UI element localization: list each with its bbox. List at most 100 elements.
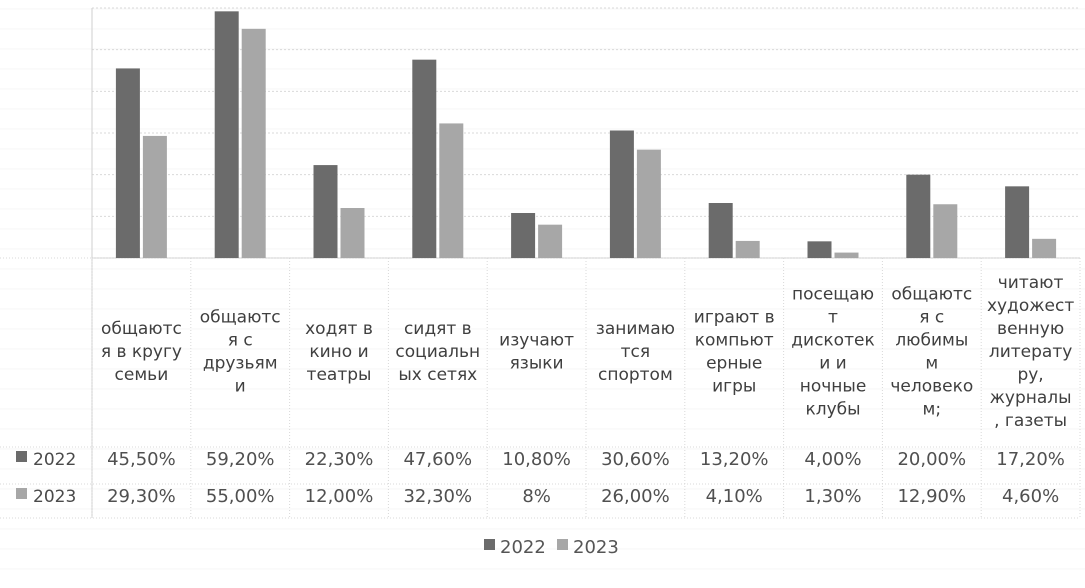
bar-2023-0 bbox=[142, 135, 167, 258]
category-label-line: и bbox=[235, 377, 246, 397]
category-label-line: общаютс bbox=[891, 285, 972, 305]
category-label-line: играют в bbox=[694, 308, 775, 328]
bar-2022-9 bbox=[1005, 186, 1030, 258]
value-cell-2023-0: 29,30% bbox=[107, 486, 176, 507]
category-label-line: литерату bbox=[989, 342, 1072, 362]
series-key-label-2022: 2022 bbox=[33, 450, 76, 470]
value-cell-2022-5: 30,60% bbox=[601, 449, 670, 470]
category-label-line: компьют bbox=[695, 331, 774, 351]
category-label-line: м bbox=[925, 354, 938, 374]
category-label-5: занимаю тся спортом bbox=[596, 319, 675, 385]
value-cell-2023-4: 8% bbox=[522, 486, 551, 507]
category-label-line: театры bbox=[307, 365, 372, 385]
category-label-2: ходят в кино и театры bbox=[305, 319, 373, 385]
category-label-line: спортом bbox=[598, 365, 673, 385]
series-key-swatch-2022 bbox=[16, 451, 27, 462]
category-label-6: играют в компьют ерные игры bbox=[694, 308, 775, 397]
category-label-line: ночные bbox=[800, 377, 867, 397]
value-cell-2022-3: 47,60% bbox=[403, 449, 472, 470]
category-label-line: общаютс bbox=[200, 308, 281, 328]
bar-2022-4 bbox=[511, 213, 536, 258]
bar-2023-4 bbox=[538, 224, 563, 258]
category-label-line: семьи bbox=[115, 365, 169, 385]
bar-2023-5 bbox=[636, 149, 661, 258]
category-label-line: любимы bbox=[895, 331, 968, 351]
category-label-line: я с bbox=[919, 308, 944, 328]
category-label-line: языки bbox=[510, 354, 564, 374]
bars bbox=[115, 11, 1057, 259]
bar-2023-2 bbox=[340, 208, 365, 258]
category-label-3: сидят в социальн ых сетях bbox=[395, 319, 480, 385]
category-label-line: социальн bbox=[395, 342, 480, 362]
category-label-1: общаютс я с друзьям и bbox=[200, 308, 281, 397]
category-label-line: т bbox=[828, 308, 838, 328]
category-label-4: изучают языки bbox=[499, 331, 574, 374]
value-cell-2022-0: 45,50% bbox=[107, 449, 176, 470]
data-table: 2022 45,50% 59,20% 22,30% 47,60% 10,80% 30,60%… bbox=[16, 449, 1065, 507]
value-cell-2022-9: 17,20% bbox=[996, 449, 1065, 470]
legend-label-2023: 2023 bbox=[573, 537, 619, 558]
category-label-line: читают bbox=[998, 273, 1064, 293]
category-label-line: игры bbox=[712, 377, 756, 397]
category-label-line: ходят в bbox=[305, 319, 373, 339]
value-cell-2023-2: 12,00% bbox=[305, 486, 374, 507]
category-label-line: кино и bbox=[309, 342, 368, 362]
value-cell-2022-8: 20,00% bbox=[897, 449, 966, 470]
bar-2022-2 bbox=[313, 165, 338, 258]
bar-2023-6 bbox=[735, 240, 760, 258]
value-cell-2023-3: 32,30% bbox=[403, 486, 472, 507]
category-label-line: занимаю bbox=[596, 319, 675, 339]
value-cell-2023-6: 4,10% bbox=[706, 486, 763, 507]
category-label-line: изучают bbox=[499, 331, 574, 351]
category-label-line: посещаю bbox=[792, 285, 874, 305]
legend-swatch-2023 bbox=[557, 539, 568, 550]
category-label-line: друзьям bbox=[203, 354, 278, 374]
category-label-line: сидят в bbox=[404, 319, 472, 339]
bar-2023-7 bbox=[834, 252, 859, 258]
value-cell-2023-5: 26,00% bbox=[601, 486, 670, 507]
bar-2022-3 bbox=[412, 59, 437, 258]
category-label-line: , газеты bbox=[994, 411, 1067, 431]
category-label-line: ерные bbox=[706, 354, 762, 374]
value-cell-2023-9: 4,60% bbox=[1002, 486, 1059, 507]
category-label-line: клубы bbox=[805, 400, 860, 420]
value-cell-2022-1: 59,20% bbox=[206, 449, 275, 470]
category-label-line: тся bbox=[621, 342, 650, 362]
bar-2023-8 bbox=[933, 204, 958, 258]
category-label-line: венную bbox=[997, 319, 1064, 339]
legend-label-2022: 2022 bbox=[500, 537, 546, 558]
category-label-line: м; bbox=[923, 400, 942, 420]
legend: 2022 2023 bbox=[484, 537, 619, 558]
series-key-swatch-2023 bbox=[16, 488, 27, 499]
category-label-line: дискотек bbox=[791, 331, 874, 351]
bar-2022-5 bbox=[609, 130, 634, 258]
category-label-line: ру, bbox=[1017, 365, 1043, 385]
bar-2023-9 bbox=[1032, 238, 1057, 258]
bar-2022-0 bbox=[115, 68, 140, 259]
value-cell-2022-4: 10,80% bbox=[502, 449, 571, 470]
value-cell-2023-8: 12,90% bbox=[897, 486, 966, 507]
value-cell-2023-7: 1,30% bbox=[804, 486, 861, 507]
category-label-line: я с bbox=[228, 331, 253, 351]
category-label-8: общаютс я с любимы м человеко м; bbox=[890, 285, 973, 420]
bar-2023-1 bbox=[241, 28, 266, 259]
legend-swatch-2022 bbox=[484, 539, 495, 550]
category-label-line: общаютс bbox=[101, 319, 182, 339]
category-label-line: человеко bbox=[890, 377, 973, 397]
category-label-line: я в кругу bbox=[101, 342, 182, 362]
bar-2022-1 bbox=[214, 11, 239, 259]
grid-lines bbox=[92, 7, 1080, 217]
bar-2023-3 bbox=[439, 123, 464, 259]
category-label-line: художест bbox=[987, 296, 1074, 316]
bar-2022-8 bbox=[906, 174, 931, 258]
bar-2022-7 bbox=[807, 241, 832, 258]
series-key-label-2023: 2023 bbox=[33, 487, 76, 507]
category-label-0: общаютс я в кругу семьи bbox=[101, 319, 182, 385]
category-label-line: и и bbox=[819, 354, 847, 374]
category-label-9: читают художест венную литерату ру, журналы , … bbox=[987, 273, 1074, 431]
category-label-line: ых сетях bbox=[398, 365, 477, 385]
value-cell-2022-7: 4,00% bbox=[804, 449, 861, 470]
category-label-line: журналы bbox=[990, 388, 1072, 408]
